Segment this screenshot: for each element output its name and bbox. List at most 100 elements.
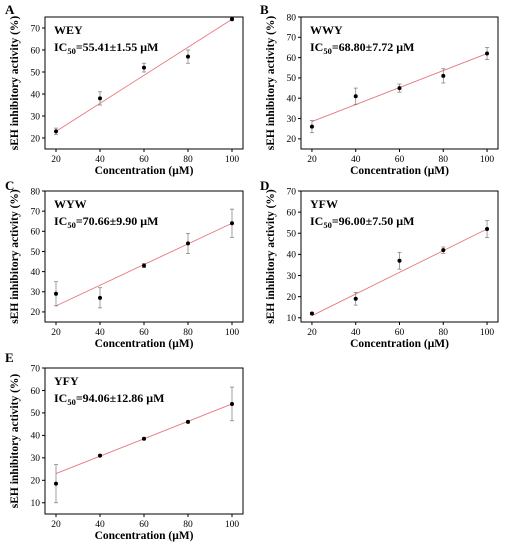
- ic50-value: =96.00±7.50 μM: [332, 214, 415, 228]
- data-point: [98, 295, 102, 300]
- x-tick-label: 40: [351, 328, 361, 338]
- x-tick-label: 40: [95, 520, 105, 530]
- x-axis-label: Concentration (μM): [95, 338, 194, 350]
- y-tick-label: 40: [287, 95, 297, 105]
- compound-label: WWY: [310, 23, 343, 37]
- y-tick-label: 20: [287, 293, 297, 303]
- y-tick-label: 70: [31, 24, 41, 34]
- data-point: [397, 86, 402, 91]
- compound-label: YFY: [54, 374, 79, 388]
- x-tick-label: 20: [307, 328, 317, 338]
- x-tick-label: 20: [51, 520, 61, 530]
- x-tick-label: 80: [183, 328, 193, 338]
- panel-label: D: [260, 178, 269, 193]
- y-tick-label: 30: [31, 454, 41, 464]
- y-tick-label: 30: [31, 112, 41, 122]
- chart-panel-b: B20 40 60 80 10020304050607080Concentration …: [260, 2, 499, 177]
- x-tick-label: 40: [95, 328, 105, 338]
- data-point: [309, 311, 314, 316]
- data-point: [353, 296, 358, 301]
- x-tick-label: 100: [225, 520, 240, 530]
- x-tick-label: 80: [183, 155, 193, 165]
- x-tick-label: 60: [139, 520, 149, 530]
- x-axis-label: Concentration (μM): [95, 165, 194, 177]
- y-tick-label: 60: [31, 228, 41, 238]
- y-tick-label: 50: [31, 248, 41, 258]
- chart-panel-d: D 20 40 60 80 100 10 20 30 40 50 60 70 Concentration …: [260, 178, 499, 350]
- x-tick-label: 40: [351, 155, 361, 165]
- panel-label: C: [5, 178, 14, 193]
- compound-label: YFW: [310, 197, 338, 211]
- y-tick-label: 40: [31, 90, 41, 100]
- y-tick-label: 60: [31, 387, 41, 397]
- y-tick-label: 10: [287, 314, 297, 324]
- data-point: [54, 291, 58, 296]
- y-tick-label: 20: [31, 308, 41, 318]
- y-tick-label: 40: [31, 432, 41, 442]
- x-tick-label: 100: [225, 328, 240, 338]
- y-tick-label: 30: [31, 288, 41, 298]
- ic50-subscript: 50: [67, 46, 76, 56]
- panel-label: B: [260, 2, 269, 17]
- y-tick-label: 40: [31, 268, 41, 278]
- y-tick-label: 50: [287, 74, 297, 84]
- y-tick-label: 50: [31, 68, 41, 78]
- ic50-prefix: IC: [310, 214, 323, 228]
- ic50-annotation: IC50=68.80±7.72 μM: [310, 40, 414, 56]
- ic50-subscript: 50: [323, 46, 332, 56]
- data-point: [353, 94, 358, 99]
- y-tick-label: 30: [287, 115, 297, 125]
- ic50-prefix: IC: [310, 40, 323, 54]
- data-point: [54, 129, 58, 134]
- data-point: [309, 124, 314, 129]
- data-point: [54, 481, 58, 486]
- ic50-annotation: IC50=55.41±1.55 μM: [54, 40, 158, 56]
- chart-panel-a: A 20 40 60 80 100 20 30 40 50 60 70 Concentration (μ…: [5, 2, 244, 177]
- y-tick-label: 60: [287, 54, 297, 64]
- y-tick-label: 20: [287, 135, 297, 145]
- y-axis-label: sEH inhibitory activity (%): [9, 374, 21, 509]
- ic50-subscript: 50: [67, 397, 76, 407]
- ic50-prefix: IC: [54, 40, 67, 54]
- x-tick-label: 60: [395, 328, 405, 338]
- chart-panel-c: C20 40 60 80 10020304050607080Concentration …: [5, 178, 244, 350]
- compound-label: WYW: [54, 197, 87, 211]
- x-tick-label: 100: [480, 155, 495, 165]
- y-axis-label: sEH inhibitory activity (%): [265, 16, 277, 151]
- y-tick-label: 10: [31, 499, 41, 509]
- y-tick-label: 20: [31, 477, 41, 487]
- data-point: [142, 65, 146, 70]
- y-axis-label: sEH inhibitory activity (%): [9, 16, 21, 151]
- x-axis-label: Concentration (μM): [95, 530, 194, 542]
- data-point: [230, 401, 234, 406]
- data-point: [485, 227, 490, 232]
- y-tick-label: 70: [31, 207, 41, 217]
- ic50-annotation: IC50=70.66±9.90 μM: [54, 214, 158, 230]
- x-tick-label: 20: [51, 155, 61, 165]
- ic50-value: =70.66±9.90 μM: [76, 214, 159, 228]
- ic50-subscript: 50: [67, 220, 76, 230]
- x-tick-label: 100: [225, 155, 240, 165]
- data-point: [98, 96, 102, 101]
- y-tick-label: 70: [287, 34, 297, 44]
- x-tick-label: 60: [139, 328, 149, 338]
- y-tick-label: 70: [31, 364, 41, 374]
- x-tick-label: 80: [183, 520, 193, 530]
- y-tick-label: 40: [287, 251, 297, 261]
- ic50-value: =94.06±12.86 μM: [76, 391, 165, 405]
- x-tick-label: 20: [307, 155, 317, 165]
- data-point: [98, 453, 102, 458]
- panel-label: A: [5, 2, 15, 17]
- ic50-prefix: IC: [54, 391, 67, 405]
- y-tick-label: 30: [287, 272, 297, 282]
- data-point: [142, 436, 146, 441]
- y-tick-label: 60: [287, 208, 297, 218]
- data-point: [230, 17, 234, 22]
- data-point: [230, 221, 234, 226]
- y-tick-label: 50: [31, 409, 41, 419]
- x-tick-label: 20: [51, 328, 61, 338]
- ic50-value: =68.80±7.72 μM: [332, 40, 415, 54]
- data-point: [397, 258, 402, 263]
- x-tick-label: 60: [139, 155, 149, 165]
